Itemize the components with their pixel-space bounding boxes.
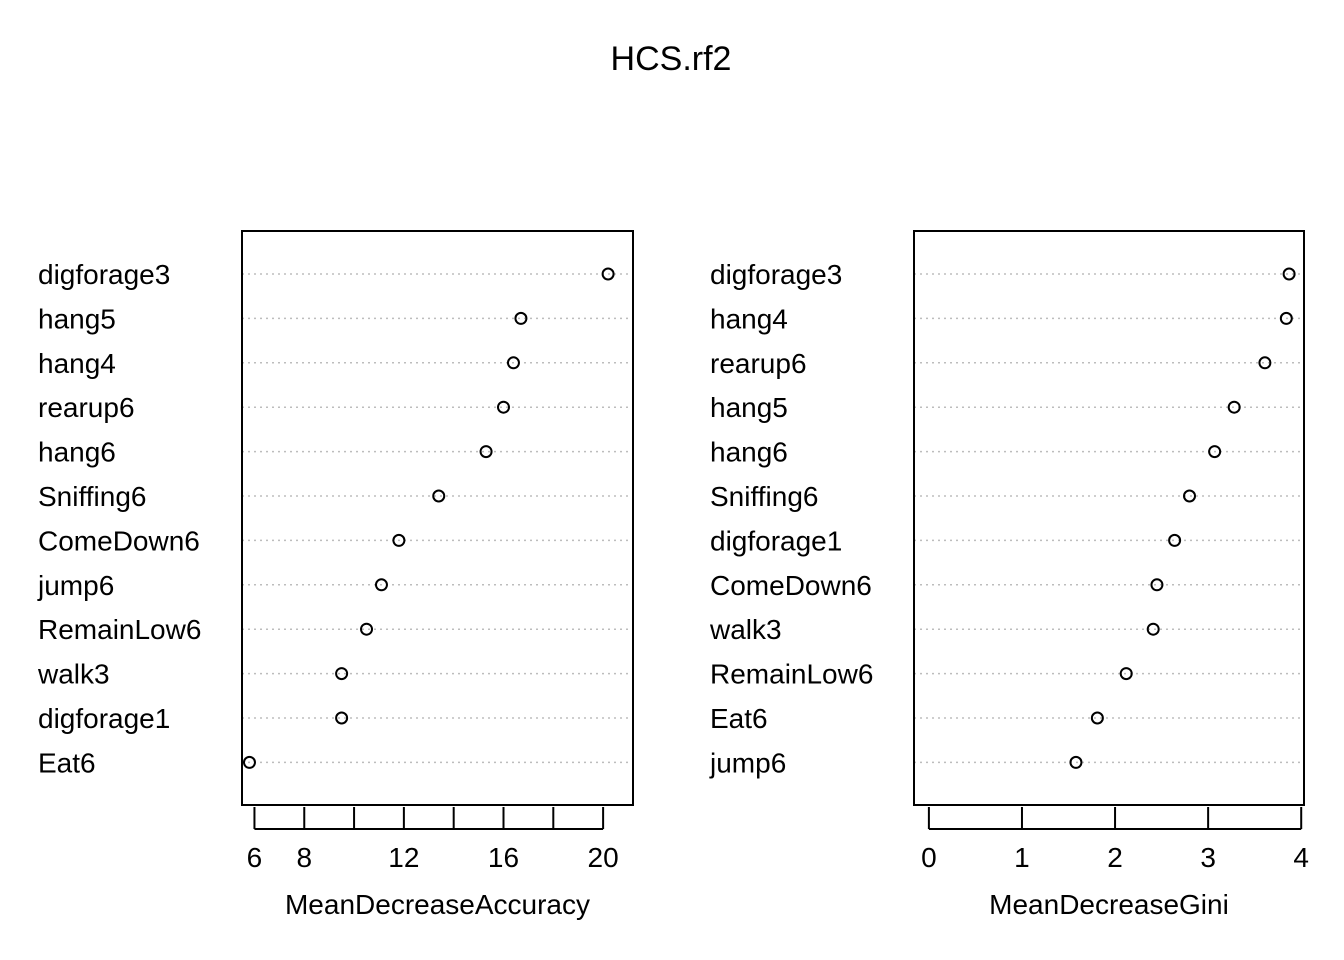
gini-row-label: hang6 [710,437,788,468]
accuracy-point [479,445,493,459]
accuracy-point [601,267,615,281]
gini-panel: digforage3 hang4 rearup6 hang5 hang6 Sniffing… [709,230,1309,920]
gini-plot-frame [913,230,1305,806]
accuracy-x-tick-label: 16 [488,842,519,873]
gini-row-label: jump6 [709,747,786,778]
gini-point [1183,489,1197,503]
gini-row-label: hang4 [710,303,788,334]
gini-row-label: digforage1 [710,525,842,556]
gini-row-label: digforage3 [710,259,842,290]
accuracy-row-label: walk3 [37,659,110,690]
accuracy-row-label: digforage1 [38,703,170,734]
gini-row-label: Sniffing6 [710,481,818,512]
gini-row-label: Eat6 [710,703,768,734]
accuracy-point [374,578,388,592]
gini-row-label: RemainLow6 [710,659,873,690]
accuracy-row-label: hang6 [38,437,116,468]
gini-point [1090,711,1104,725]
accuracy-row-label: hang5 [38,303,116,334]
accuracy-panel: digforage3 hang5 hang4 rearup6 hang6 Sniffing… [37,230,634,920]
accuracy-point [360,622,374,636]
accuracy-row-label: Eat6 [38,747,96,778]
gini-point [1279,311,1293,325]
accuracy-row-label: ComeDown6 [38,525,200,556]
gini-x-tick-label: 3 [1200,842,1216,873]
gini-point [1168,533,1182,547]
accuracy-point [514,311,528,325]
gini-x-tick-label: 0 [921,842,937,873]
accuracy-x-tick-label: 20 [588,842,619,873]
accuracy-x-tick-label: 12 [388,842,419,873]
accuracy-point [335,667,349,681]
accuracy-x-tick-label: 8 [296,842,312,873]
accuracy-plot-frame [241,230,634,806]
accuracy-row-label: jump6 [37,570,114,601]
gini-row-label: rearup6 [710,348,807,379]
gini-x-tick-label: 2 [1107,842,1123,873]
gini-point [1146,622,1160,636]
gini-point [1069,755,1083,769]
gini-point [1208,445,1222,459]
gini-point [1150,578,1164,592]
accuracy-point [432,489,446,503]
gini-x-tick-label: 4 [1293,842,1309,873]
accuracy-point [335,711,349,725]
gini-point [1282,267,1296,281]
gini-point [1119,667,1133,681]
accuracy-row-label: hang4 [38,348,116,379]
accuracy-point [506,356,520,370]
gini-row-label: walk3 [709,614,782,645]
gini-row-label: ComeDown6 [710,570,872,601]
accuracy-point [242,755,256,769]
gini-point [1258,356,1272,370]
accuracy-row-label: rearup6 [38,392,135,423]
accuracy-row-label: Sniffing6 [38,481,146,512]
accuracy-row-label: RemainLow6 [38,614,201,645]
chart-title: HCS.rf2 [611,40,732,78]
accuracy-x-axis-title: MeanDecreaseAccuracy [285,889,590,920]
accuracy-point [496,400,510,414]
gini-row-label: hang5 [710,392,788,423]
gini-x-axis-title: MeanDecreaseGini [989,889,1229,920]
gini-x-tick-label: 1 [1014,842,1030,873]
accuracy-point [392,533,406,547]
accuracy-row-label: digforage3 [38,259,170,290]
accuracy-x-tick-label: 6 [247,842,263,873]
gini-point [1227,400,1241,414]
